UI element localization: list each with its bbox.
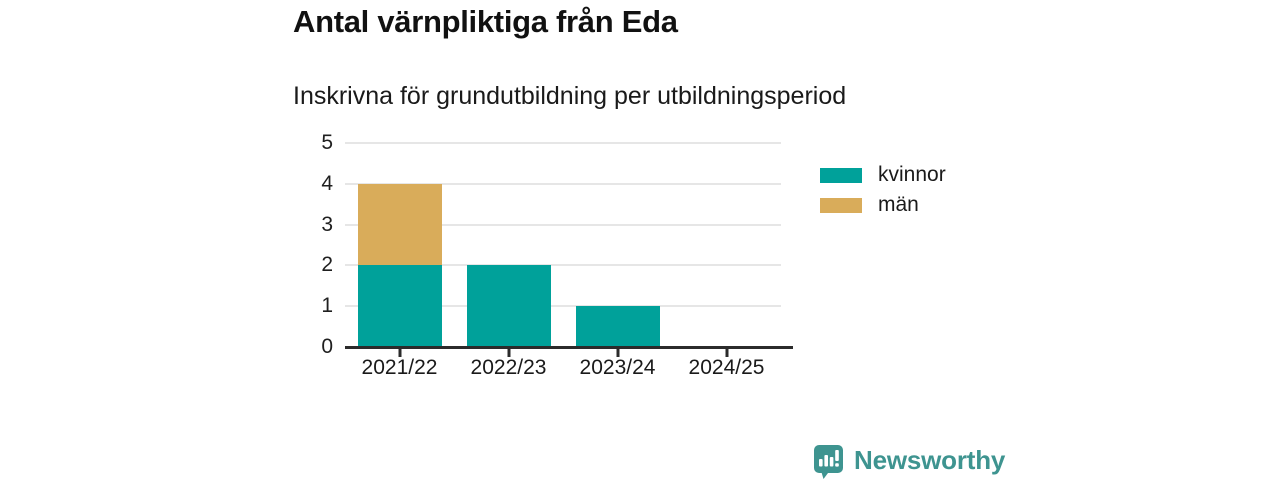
x-tick-2024/25: [725, 349, 728, 357]
x-axis-line: [345, 346, 793, 349]
gridline-4: [345, 182, 781, 185]
bar-kvinnor-2023/24: [575, 306, 660, 347]
x-tick-label-2024/25: 2024/25: [688, 356, 765, 379]
y-tick-label-3: 3: [321, 212, 333, 236]
x-tick-2021/22: [398, 349, 401, 357]
plot-area: [345, 142, 781, 347]
y-tick-label-0: 0: [321, 335, 333, 358]
brand-name: Newsworthy: [854, 445, 1006, 475]
x-tick-2022/23: [507, 349, 510, 357]
chart-subtitle: Inskrivna för grundutbildning per utbild…: [293, 82, 847, 110]
brand-footer: Newsworthy: [810, 442, 1005, 479]
y-tick-label-5: 5: [321, 131, 333, 154]
y-tick-label-4: 4: [321, 171, 333, 195]
legend-item-kvinnor: kvinnor: [820, 163, 946, 187]
legend-label-kvinnor: kvinnor: [878, 163, 946, 186]
chart-title: Antal värnpliktiga från Eda: [293, 4, 678, 39]
x-tick-label-2022/23: 2022/23: [470, 356, 547, 379]
x-tick-label-2023/24: 2023/24: [579, 356, 656, 379]
gridline-3: [345, 223, 781, 226]
y-axis-labels: 0 1 2 3 4 5: [286, 131, 333, 358]
bar-kvinnor-2022/23: [466, 265, 551, 347]
gridline-1: [345, 305, 781, 308]
bar-män-2021/22: [357, 183, 442, 266]
gridline-2: [345, 264, 781, 267]
y-tick-label-1: 1: [321, 294, 333, 318]
legend-swatch-män: [820, 197, 862, 213]
gridline-5: [345, 142, 781, 144]
x-tick-label-2021/22: 2021/22: [361, 356, 438, 379]
y-tick-label-2: 2: [321, 253, 333, 277]
legend-item-män: män: [820, 193, 946, 217]
legend-label-män: män: [878, 193, 919, 216]
legend: kvinnor män: [820, 163, 946, 223]
bar-kvinnor-2021/22: [357, 265, 442, 347]
x-tick-2023/24: [616, 349, 619, 357]
legend-swatch-kvinnor: [820, 167, 862, 183]
newsworthy-logo-icon: [814, 445, 843, 479]
